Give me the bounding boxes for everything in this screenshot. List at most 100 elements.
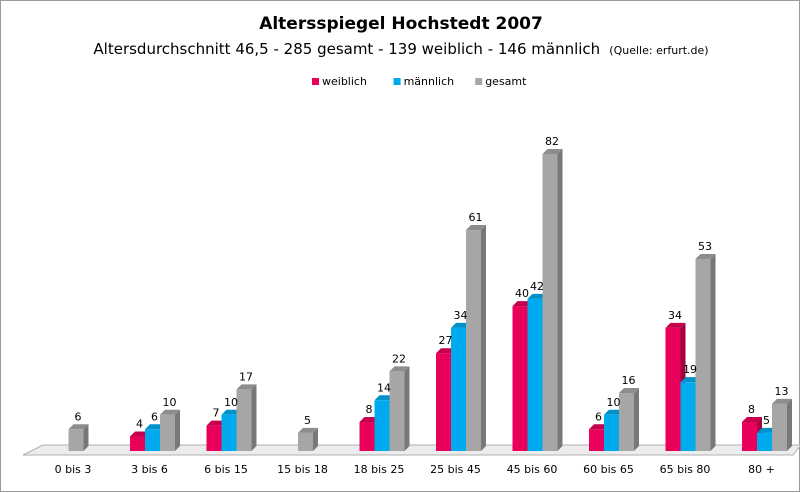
value-label-gesamt-8: 53 bbox=[698, 240, 712, 253]
bar-top bbox=[236, 384, 257, 390]
legend: weiblich männlich gesamt bbox=[312, 75, 527, 88]
value-label-weiblich-1: 4 bbox=[136, 418, 143, 431]
bar-top bbox=[695, 254, 716, 260]
bar-side bbox=[710, 254, 716, 451]
value-labels: 6461071017581422273461404282610163419538… bbox=[75, 135, 789, 431]
bar-front bbox=[389, 371, 405, 451]
legend-swatch-0 bbox=[312, 78, 319, 85]
category-label-4: 18 bis 25 bbox=[354, 463, 405, 476]
category-label-2: 6 bis 15 bbox=[204, 463, 248, 476]
bar-front bbox=[589, 429, 604, 451]
bar-front bbox=[466, 230, 481, 451]
bar-top bbox=[542, 149, 563, 154]
value-label-gesamt-3: 5 bbox=[304, 414, 311, 427]
bar-front bbox=[680, 382, 696, 451]
bar-front bbox=[436, 353, 451, 451]
bar-gesamt-7 bbox=[619, 388, 639, 451]
bar-front bbox=[359, 422, 375, 451]
value-label-männlich-4: 14 bbox=[377, 381, 391, 394]
bar-front bbox=[130, 436, 145, 451]
legend-label-2: gesamt bbox=[485, 75, 527, 88]
value-label-gesamt-5: 61 bbox=[469, 211, 483, 224]
chart-subtitle: Altersdurchschnitt 46,5 - 285 gesamt - 1… bbox=[93, 39, 708, 58]
value-label-gesamt-6: 82 bbox=[545, 135, 559, 148]
bar-gesamt-3 bbox=[298, 427, 318, 451]
value-label-weiblich-7: 6 bbox=[595, 410, 602, 423]
bar-top bbox=[160, 409, 180, 415]
bar-gesamt-0 bbox=[68, 424, 89, 451]
category-label-7: 60 bis 65 bbox=[583, 463, 634, 476]
category-label-6: 45 bis 60 bbox=[507, 463, 558, 476]
value-label-gesamt-2: 17 bbox=[239, 370, 253, 383]
value-label-männlich-7: 10 bbox=[607, 396, 621, 409]
value-label-männlich-2: 10 bbox=[224, 396, 238, 409]
bar-top bbox=[466, 225, 486, 231]
bar-front bbox=[527, 298, 543, 451]
value-label-gesamt-7: 16 bbox=[622, 374, 636, 387]
value-label-gesamt-4: 22 bbox=[392, 352, 406, 365]
bar-side bbox=[313, 427, 318, 451]
category-labels: 0 bis 3 3 bis 6 6 bis 15 15 bis 18 18 bis 25… bbox=[55, 463, 775, 476]
bar-front bbox=[68, 429, 84, 451]
bar-front bbox=[236, 389, 252, 451]
value-label-männlich-1: 6 bbox=[151, 410, 158, 423]
bar-front bbox=[604, 414, 619, 451]
bar-side bbox=[787, 398, 792, 451]
bar-front bbox=[772, 403, 787, 451]
bar-top bbox=[619, 388, 639, 394]
value-label-gesamt-1: 10 bbox=[163, 396, 177, 409]
bar-front bbox=[512, 306, 528, 451]
bar-top bbox=[772, 398, 792, 404]
bar-side bbox=[83, 424, 89, 451]
category-label-1: 3 bis 6 bbox=[131, 463, 168, 476]
bar-side bbox=[251, 384, 257, 451]
bar-front bbox=[221, 414, 237, 451]
value-label-weiblich-5: 27 bbox=[439, 334, 453, 347]
category-label-3: 15 bis 18 bbox=[277, 463, 328, 476]
bar-gesamt-6 bbox=[542, 149, 563, 451]
bar-top bbox=[742, 417, 762, 423]
bar-front bbox=[665, 327, 681, 451]
source-note: (Quelle: erfurt.de) bbox=[609, 44, 708, 57]
value-label-weiblich-2: 7 bbox=[213, 407, 220, 420]
bar-front bbox=[695, 259, 711, 451]
bar-top bbox=[68, 424, 89, 430]
category-label-0: 0 bis 3 bbox=[55, 463, 92, 476]
bar-gesamt-5 bbox=[466, 225, 486, 451]
legend-label-0: weiblich bbox=[322, 75, 367, 88]
bar-top bbox=[389, 366, 410, 372]
value-label-weiblich-8: 34 bbox=[668, 309, 682, 322]
bar-front bbox=[619, 393, 634, 451]
category-label-9: 80 + bbox=[748, 463, 775, 476]
bar-front bbox=[298, 432, 313, 451]
bar-front bbox=[206, 425, 222, 451]
bar-side bbox=[481, 225, 486, 451]
bars bbox=[68, 149, 792, 451]
value-label-männlich-5: 34 bbox=[454, 309, 468, 322]
bar-front bbox=[451, 327, 466, 451]
value-label-gesamt-9: 13 bbox=[775, 385, 789, 398]
bar-gesamt-8 bbox=[695, 254, 716, 451]
bar-front bbox=[374, 400, 390, 451]
legend-swatch-2 bbox=[475, 78, 483, 85]
value-label-männlich-6: 42 bbox=[530, 280, 544, 293]
bar-gesamt-9 bbox=[772, 398, 792, 451]
value-label-gesamt-0: 6 bbox=[75, 410, 82, 423]
bar-side bbox=[557, 149, 563, 451]
bar-front bbox=[542, 154, 558, 451]
chart-title: Altersspiegel Hochstedt 2007 bbox=[259, 14, 543, 34]
bar-gesamt-4 bbox=[389, 366, 410, 451]
legend-label-1: männlich bbox=[404, 75, 455, 88]
bar-side bbox=[404, 366, 410, 451]
bar-front bbox=[160, 414, 175, 451]
value-label-weiblich-6: 40 bbox=[515, 287, 529, 300]
legend-swatch-1 bbox=[393, 78, 401, 85]
value-label-männlich-9: 5 bbox=[763, 414, 770, 427]
subtitle-text: Altersdurchschnitt 46,5 - 285 gesamt - 1… bbox=[93, 40, 600, 58]
bar-top bbox=[298, 427, 318, 433]
bar-front bbox=[757, 432, 772, 451]
bar-gesamt-1 bbox=[160, 409, 180, 451]
bar-front bbox=[742, 422, 757, 451]
bar-side bbox=[634, 388, 639, 451]
